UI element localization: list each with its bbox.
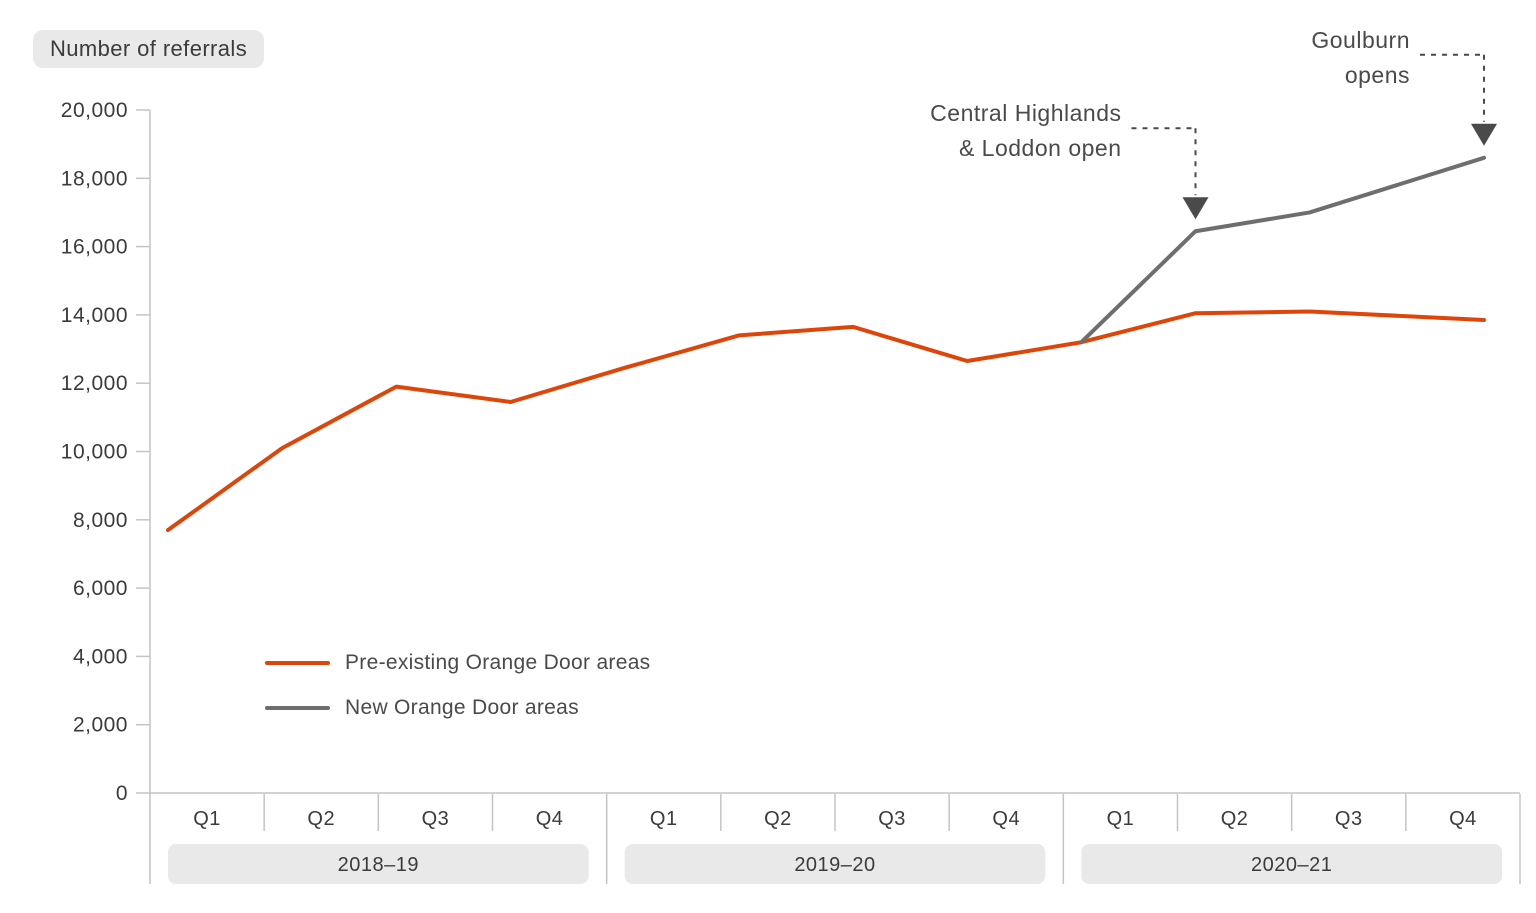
- quarter-label: Q4: [992, 808, 1020, 830]
- quarter-label: Q2: [307, 808, 335, 830]
- year-band: [1081, 844, 1502, 884]
- legend-item-new: New Orange Door areas: [265, 685, 650, 730]
- legend-label-new: New Orange Door areas: [345, 695, 579, 719]
- y-tick-label: 4,000: [73, 645, 128, 668]
- y-tick-label: 2,000: [73, 714, 128, 737]
- annotation-label: Central Highlands: [930, 100, 1121, 126]
- legend-swatch-new: [265, 705, 330, 710]
- annotation-label: & Loddon open: [959, 135, 1122, 161]
- annotation-label: Goulburn: [1311, 27, 1410, 53]
- quarter-label: Q1: [1107, 808, 1135, 830]
- quarter-label: Q3: [422, 808, 450, 830]
- y-tick-label: 14,000: [61, 304, 128, 327]
- legend-item-pre-existing: Pre-existing Orange Door areas: [265, 640, 650, 685]
- quarter-label: Q4: [536, 808, 564, 830]
- legend-label-pre-existing: Pre-existing Orange Door areas: [345, 650, 651, 674]
- year-band: [624, 844, 1046, 884]
- annotation-arrowhead-icon: [1471, 123, 1497, 146]
- y-tick-label: 6,000: [73, 577, 128, 600]
- year-band-label: 2018–19: [338, 854, 419, 876]
- y-tick-label: 18,000: [61, 167, 128, 190]
- y-axis-title-chip: Number of referrals: [33, 30, 265, 68]
- series-line-new: [1079, 155, 1486, 345]
- series-line-pre-existing: [166, 309, 1486, 533]
- y-tick-label: 12,000: [61, 372, 128, 395]
- y-tick-label: 16,000: [61, 236, 128, 259]
- year-band-label: 2019–20: [794, 854, 875, 876]
- year-band-label: 2020–21: [1251, 854, 1332, 876]
- y-tick-label: 0: [116, 782, 128, 805]
- y-tick-label: 8,000: [73, 509, 128, 532]
- quarter-label: Q1: [193, 808, 221, 830]
- annotation-arrowhead-icon: [1182, 197, 1209, 220]
- quarter-label: Q4: [1449, 808, 1477, 830]
- y-tick-label: 10,000: [61, 441, 128, 464]
- quarter-label: Q3: [878, 808, 906, 830]
- quarter-label: Q2: [1221, 808, 1249, 830]
- quarter-label: Q2: [764, 808, 792, 830]
- legend-swatch-pre-existing: [265, 660, 330, 665]
- quarter-label: Q3: [1335, 808, 1363, 830]
- year-band: [168, 844, 589, 884]
- chart-legend: Pre-existing Orange Door areas New Orang…: [265, 640, 650, 730]
- annotation-label: opens: [1345, 62, 1410, 88]
- y-tick-label: 20,000: [61, 99, 128, 122]
- quarter-label: Q1: [650, 808, 678, 830]
